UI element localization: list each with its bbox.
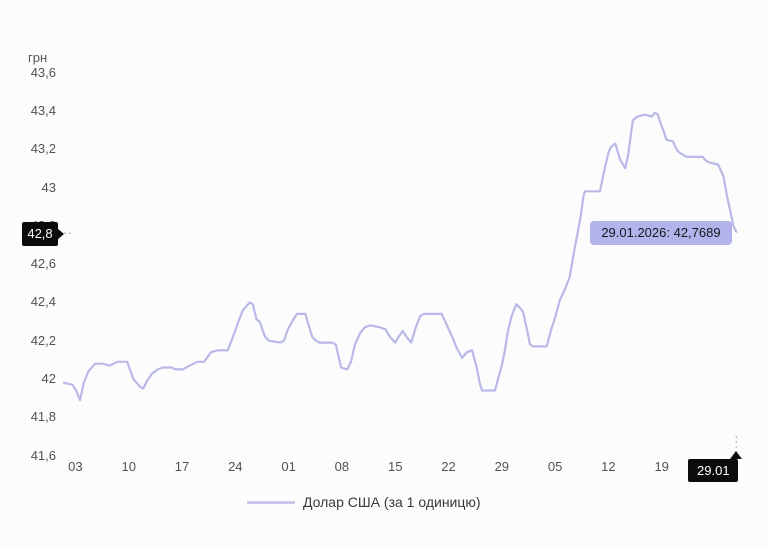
x-axis-tick-label: 10 <box>121 459 136 474</box>
y-axis-tick-label: 42,6 <box>30 256 56 272</box>
y-axis-tick-label: 42 <box>41 371 56 386</box>
x-axis-tick-label: 08 <box>334 459 350 474</box>
x-axis-tick-label: 12 <box>601 459 616 474</box>
legend-line-swatch <box>247 500 295 504</box>
y-axis-tick-label: 43,2 <box>30 141 56 157</box>
y-axis-unit-label: грн <box>28 50 48 65</box>
x-axis-tick-label: 15 <box>387 459 403 474</box>
x-axis-tick-label: 24 <box>228 459 243 474</box>
legend-label: Долар США (за 1 одиницю) <box>303 494 481 510</box>
current-date-badge: 29.01 <box>688 459 739 482</box>
legend-item-usd[interactable]: Долар США (за 1 одиницю) <box>247 492 481 512</box>
x-axis-tick-label: 17 <box>174 459 190 474</box>
current-value-badge: 42,8 <box>22 221 58 246</box>
x-axis-tick-label: 22 <box>441 459 456 474</box>
x-axis-tick-label: 01 <box>281 459 296 474</box>
current-value-badge-arrow-icon <box>57 227 64 240</box>
usd-rate-line <box>62 111 738 402</box>
x-axis-tick-label: 05 <box>547 459 563 474</box>
y-axis-tick-label: 41,8 <box>30 409 56 425</box>
y-axis-tick-label: 43 <box>41 179 56 195</box>
x-axis-tick-label: 03 <box>68 459 83 474</box>
y-axis-tick-label: 41,6 <box>30 447 56 463</box>
tooltip-arrow-icon <box>721 227 729 238</box>
y-axis-tick-label: 42,4 <box>30 294 56 310</box>
x-axis-tick-label: 29 <box>494 459 510 474</box>
current-date-badge-arrow-icon <box>730 451 743 459</box>
data-point-tooltip: 29.01.2026: 42,7689 <box>590 220 732 245</box>
y-axis-tick-label: 43,6 <box>30 64 56 80</box>
y-axis-tick-label: 42,2 <box>30 332 56 348</box>
x-axis-tick-label: 19 <box>654 459 669 474</box>
y-axis-tick-label: 43,4 <box>30 102 56 118</box>
